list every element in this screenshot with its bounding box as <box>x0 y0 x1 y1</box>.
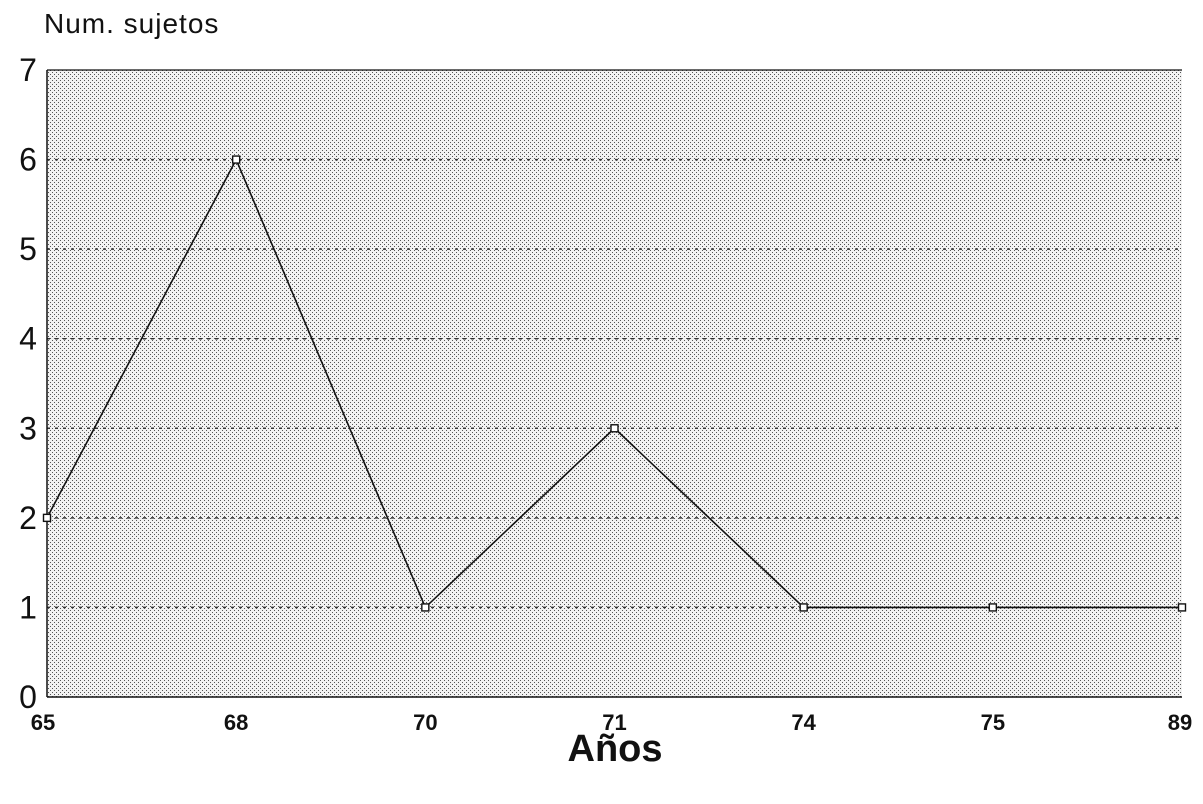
x-tick-label: 65 <box>31 710 55 735</box>
y-tick-label: 2 <box>19 500 37 536</box>
x-tick-label: 74 <box>791 710 816 735</box>
y-tick-label: 6 <box>19 142 37 178</box>
data-point <box>799 603 808 612</box>
x-tick-label: 70 <box>413 710 437 735</box>
x-tick-label: 89 <box>1168 710 1192 735</box>
data-point <box>42 513 52 523</box>
x-tick-label: 71 <box>602 710 626 735</box>
data-point <box>421 603 430 612</box>
y-axis-label: Num. sujetos <box>44 8 220 39</box>
x-tick-label: 75 <box>981 710 1005 735</box>
y-tick-label: 7 <box>19 52 37 88</box>
data-point <box>610 424 619 433</box>
data-point <box>1177 603 1187 612</box>
plot-area <box>47 70 1182 697</box>
x-axis-label: Años <box>567 728 663 770</box>
y-tick-label: 3 <box>19 410 37 446</box>
y-tick-label: 0 <box>19 679 37 715</box>
data-point <box>988 603 998 612</box>
data-point <box>231 155 241 164</box>
y-tick-label: 4 <box>19 321 37 357</box>
x-tick-label: 68 <box>224 710 248 735</box>
y-tick-label: 1 <box>19 589 37 625</box>
y-tick-label: 5 <box>19 231 37 267</box>
